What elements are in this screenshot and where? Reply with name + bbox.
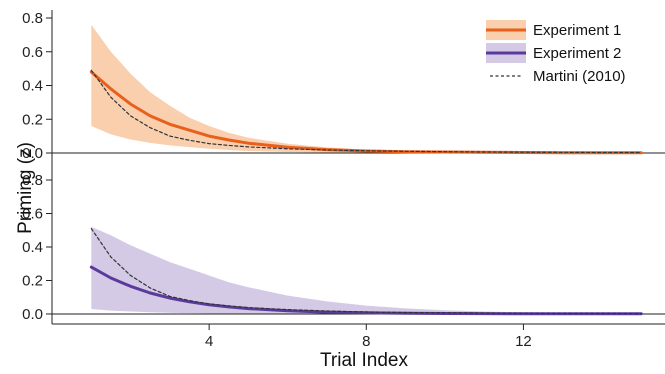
y-tick-label-top-0: 0.0 — [22, 145, 43, 162]
y-tick-label-bottom-2: 0.4 — [22, 239, 43, 256]
series-line-top-1 — [90, 69, 642, 154]
y-tick-label-bottom-1: 0.2 — [22, 272, 43, 289]
x-tick-label-2: 12 — [515, 333, 532, 350]
x-tick-label-0: 4 — [205, 333, 213, 350]
y-tick-label-top-4: 0.8 — [22, 10, 43, 27]
y-tick-label-top-1: 0.2 — [22, 111, 43, 128]
x-tick-label-1: 8 — [362, 333, 370, 350]
series-line-bottom-1 — [90, 228, 642, 315]
y-tick-label-bottom-0: 0.0 — [22, 306, 43, 323]
y-axis-title: Priming (z) — [15, 142, 36, 234]
confidence-band-bottom-0 — [91, 226, 642, 314]
panel-top: 0.0 0.2 0.4 0.6 0.8 — [22, 10, 665, 162]
y-tick-label-top-2: 0.4 — [22, 78, 43, 95]
y-tick-label-top-3: 0.6 — [22, 44, 43, 61]
legend-label-2: Martini (2010) — [533, 68, 626, 85]
series-line-bottom-0 — [89, 265, 643, 316]
y-tick-label-bottom-4: 0.8 — [22, 172, 43, 189]
legend-label-1: Experiment 2 — [533, 45, 621, 62]
panel-bottom: 0.0 0.2 0.4 0.6 0.8 — [22, 172, 665, 323]
y-tick-label-bottom-3: 0.6 — [22, 205, 43, 222]
legend-label-0: Experiment 1 — [533, 22, 621, 39]
legend: Experiment 1 Experiment 2 Martini (2010) — [486, 20, 626, 85]
x-axis-title: Trial Index — [320, 350, 408, 371]
confidence-band-top-0 — [91, 24, 642, 153]
